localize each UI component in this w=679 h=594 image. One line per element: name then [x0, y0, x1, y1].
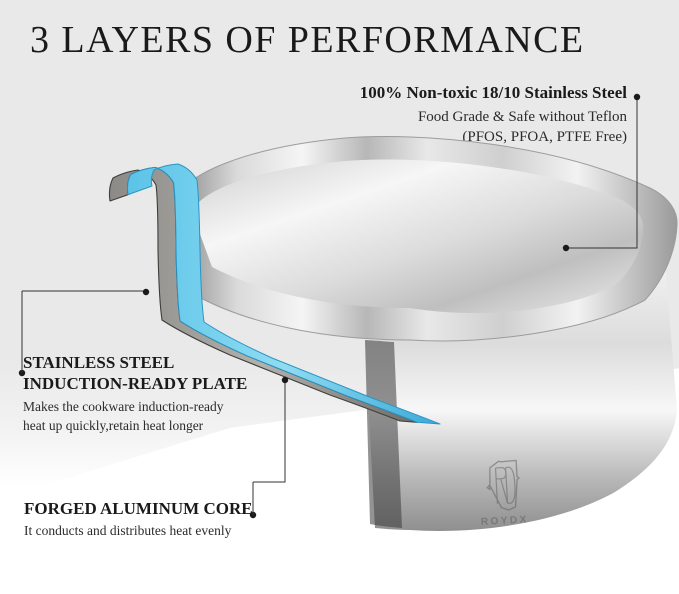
svg-text:ROYDX: ROYDX — [481, 514, 529, 527]
